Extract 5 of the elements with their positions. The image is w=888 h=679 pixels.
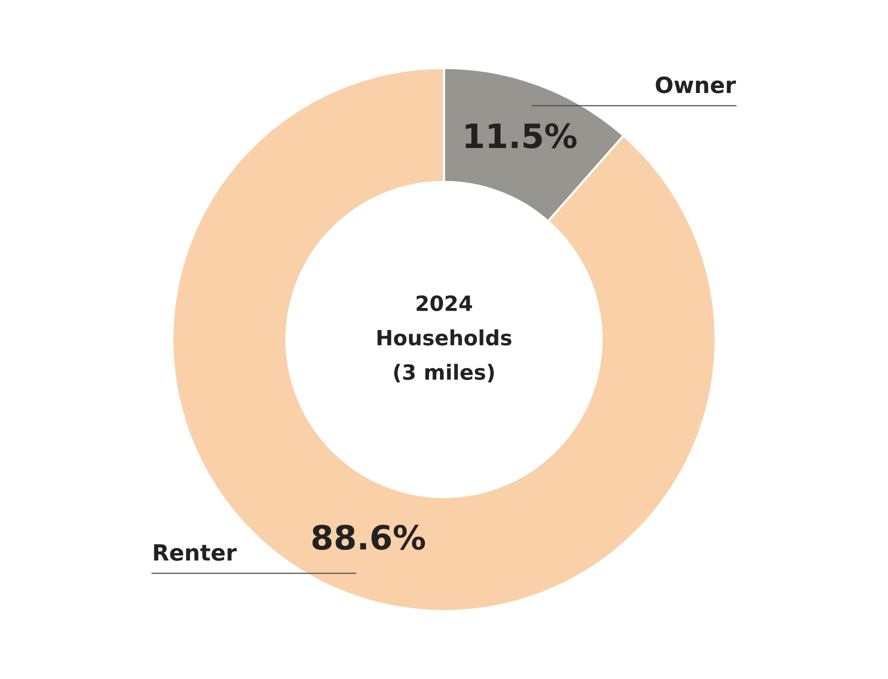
text: 2024 Households (3 miles)	[378, 295, 512, 382]
data-label: 11.5%	[466, 123, 577, 148]
data-label: 88.6%	[312, 524, 425, 550]
slice-label: Owner	[656, 76, 736, 94]
slice-label: Renter	[154, 544, 237, 561]
